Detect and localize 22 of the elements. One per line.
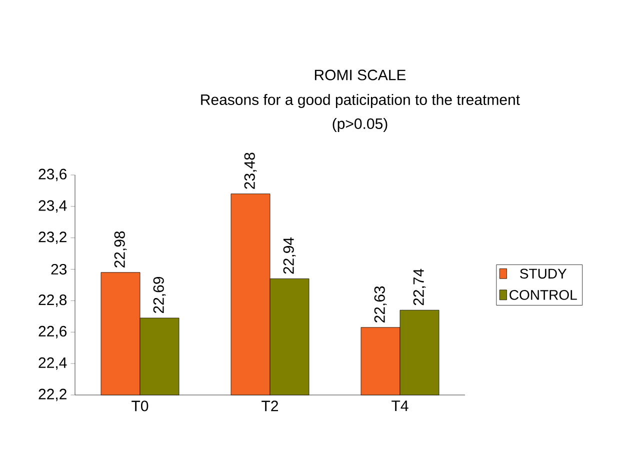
x-tick-label: T4	[392, 400, 408, 411]
y-tick-label: 22,4	[38, 357, 67, 370]
data-label: 22,74	[413, 268, 426, 306]
data-label: 22,69	[153, 276, 166, 314]
data-label: 22,63	[374, 286, 387, 322]
x-tick-label: T2	[262, 400, 278, 412]
y-tick-label: 23,4	[38, 200, 67, 213]
data-label: 23,48	[244, 152, 257, 189]
legend-label: CONTROL	[510, 290, 577, 300]
legend-label: STUDY	[520, 268, 567, 279]
y-tick-label: 22,2	[38, 388, 66, 402]
y-tick-label: 23,2	[38, 232, 66, 244]
x-tick-label: T0	[132, 400, 148, 412]
text: (p>0.05)	[332, 118, 388, 132]
y-tick-label: 22,8	[38, 294, 67, 307]
data-label: 22,94	[283, 237, 296, 274]
y-tick-label: 22,6	[38, 326, 67, 338]
y-tick-label: 23	[51, 264, 67, 275]
data-label: 22,98	[114, 231, 127, 268]
chart-subtitle: Reasons for a good paticipation to the treatment	[201, 94, 520, 108]
y-tick-label: 23,6	[38, 168, 67, 182]
chart-title: ROMI SCALE	[314, 70, 406, 80]
